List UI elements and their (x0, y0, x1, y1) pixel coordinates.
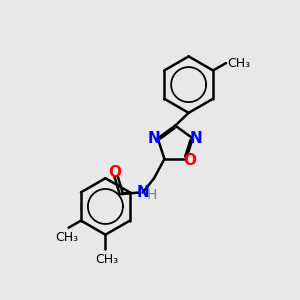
Text: O: O (108, 165, 121, 180)
Text: N: N (190, 131, 203, 146)
Text: O: O (183, 153, 196, 168)
Text: N: N (136, 185, 149, 200)
Text: H: H (147, 188, 158, 202)
Text: CH₃: CH₃ (95, 254, 119, 266)
Text: N: N (148, 131, 161, 146)
Text: CH₃: CH₃ (56, 231, 79, 244)
Text: CH₃: CH₃ (227, 57, 250, 70)
